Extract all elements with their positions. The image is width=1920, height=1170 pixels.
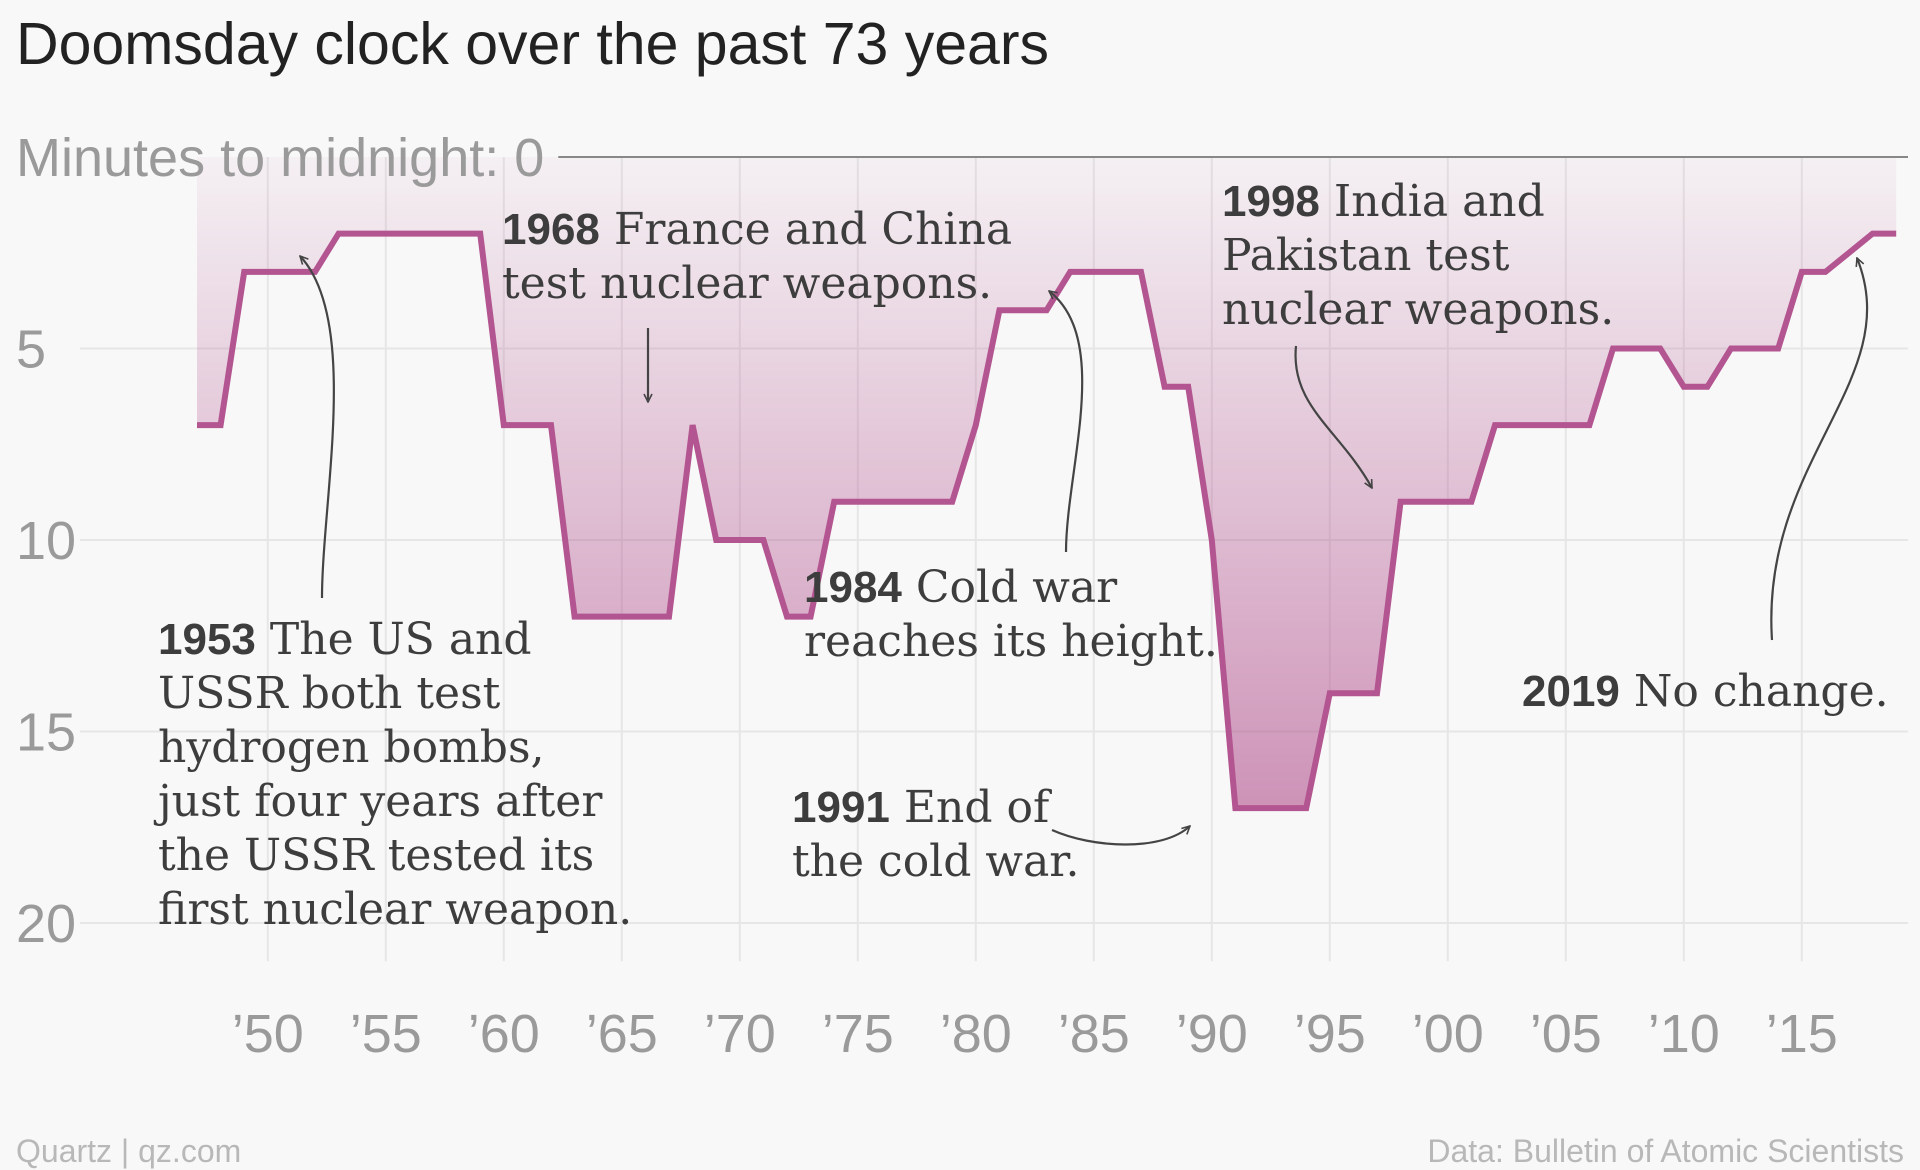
arrow-1984	[1049, 291, 1084, 553]
x-tick-1960: ’60	[468, 1004, 540, 1064]
x-tick-1975: ’75	[822, 1004, 894, 1064]
annotation-2019-line-1: No change.	[1634, 666, 1889, 717]
annotation-1968-year: 1968	[502, 205, 600, 254]
x-tick-2015: ’15	[1766, 1004, 1838, 1064]
annotation-1953-line-6: first nuclear weapon.	[158, 884, 632, 935]
annotation-1984-year: 1984	[804, 563, 902, 612]
annotation-1998-line-3: nuclear weapons.	[1222, 284, 1614, 335]
annotation-1968: 1968 France and China test nuclear weapo…	[502, 204, 1026, 309]
annotation-1998-year: 1998	[1222, 177, 1320, 226]
x-tick-2000: ’00	[1412, 1004, 1484, 1064]
source-left: Quartz | qz.com	[16, 1133, 241, 1169]
annotation-1991-year: 1991	[792, 783, 890, 832]
annotation-1984: 1984 Cold war reaches its height.	[804, 562, 1218, 667]
annotation-1953-line-2: USSR both test	[158, 668, 501, 719]
annotation-2019: 2019 No change.	[1522, 666, 1889, 717]
annotation-1953-year: 1953	[158, 615, 256, 664]
annotation-1998: 1998 India and Pakistan test nuclear wea…	[1222, 176, 1614, 335]
annotation-1953-line-1: The US and	[270, 614, 532, 665]
x-tick-1995: ’95	[1294, 1004, 1366, 1064]
x-tick-2010: ’10	[1648, 1004, 1720, 1064]
x-tick-2005: ’05	[1530, 1004, 1602, 1064]
x-tick-1980: ’80	[940, 1004, 1012, 1064]
annotation-1953: 1953 The US and USSR both test hydrogen …	[153, 614, 632, 935]
annotation-2019-year: 2019	[1522, 667, 1620, 716]
annotation-1991: 1991 End of the cold war.	[792, 782, 1079, 887]
chart-title: Doomsday clock over the past 73 years	[16, 11, 1049, 77]
series-line-group	[197, 230, 1897, 812]
x-tick-1955: ’55	[350, 1004, 422, 1064]
x-tick-labels: ’50 ’55 ’60 ’65 ’70 ’75 ’80 ’85 ’90 ’95 ’00 ’05 ’10 ’…	[232, 1004, 1838, 1064]
y-tick-20: 20	[16, 894, 76, 954]
area-fill-group	[197, 157, 1897, 809]
y-tick-0: Minutes to midnight: 0	[16, 128, 544, 188]
annotation-1984-line-1: Cold war	[916, 562, 1118, 613]
x-tick-1990: ’90	[1176, 1004, 1248, 1064]
x-tick-1965: ’65	[586, 1004, 658, 1064]
series-line	[197, 230, 1897, 812]
x-tick-1970: ’70	[704, 1004, 776, 1064]
annotation-1991-line-2: the cold war.	[792, 836, 1079, 887]
arrow-1998	[1294, 345, 1373, 488]
x-tick-1950: ’50	[232, 1004, 304, 1064]
area-fill	[197, 157, 1897, 809]
annotation-1968-line-2: test nuclear weapons.	[502, 258, 992, 309]
annotation-1998-line-1: India and	[1334, 176, 1545, 227]
annotation-1953-line-4: just four years after	[153, 776, 603, 827]
arrow-1953	[300, 256, 335, 599]
y-tick-15: 15	[16, 703, 76, 763]
y-tick-10: 10	[16, 511, 76, 571]
annotation-1984-line-2: reaches its height.	[804, 616, 1218, 667]
y-tick-labels: Minutes to midnight: 0 5 10 15 20	[16, 128, 1908, 954]
source-right: Data: Bulletin of Atomic Scientists	[1427, 1133, 1904, 1169]
y-tick-5: 5	[16, 320, 46, 380]
annotation-1968-line-1: France and China	[614, 204, 1012, 255]
annotation-1953-line-3: hydrogen bombs,	[158, 722, 545, 773]
arrow-2019	[1770, 258, 1869, 641]
annotation-1998-line-2: Pakistan test	[1222, 230, 1510, 281]
x-tick-1985: ’85	[1058, 1004, 1130, 1064]
annotation-1953-line-5: the USSR tested its	[158, 830, 594, 881]
annotation-1991-line-1: End of	[904, 782, 1052, 833]
arrow-1991	[1051, 826, 1190, 846]
